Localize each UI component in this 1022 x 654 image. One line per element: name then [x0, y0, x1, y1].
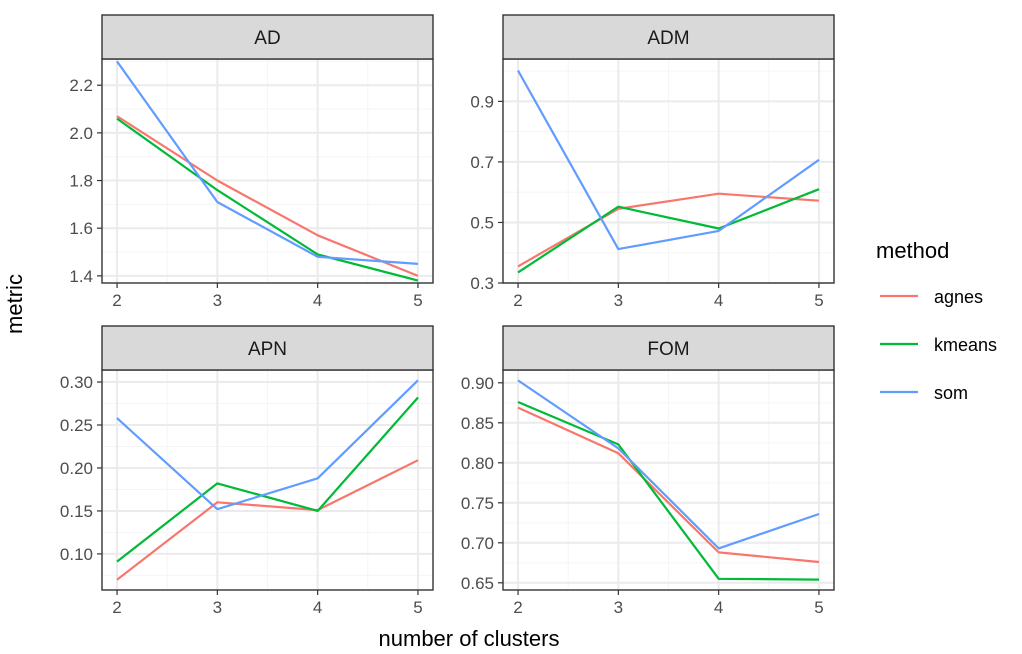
y-tick-label: 2.2 [69, 76, 93, 95]
legend-label-som: som [934, 383, 968, 403]
x-tick-label: 2 [513, 291, 522, 310]
x-tick-label: 2 [112, 291, 121, 310]
facet-panels: AD 1.4 1.6 1.8 2.0 2.2 2 3 4 5 ADM 0.3 0.5 0.7 0.9 2 3 4 5… [60, 14, 835, 617]
y-tick-label: 1.4 [69, 267, 93, 286]
y-tick-label: 0.85 [461, 414, 494, 433]
strip-label: AD [254, 28, 280, 49]
x-tick-label: 4 [714, 291, 723, 310]
y-tick-label: 0.30 [60, 373, 93, 392]
x-tick-label: 3 [614, 291, 623, 310]
x-tick-label: 2 [112, 598, 121, 617]
x-tick-label: 5 [814, 598, 823, 617]
y-tick-label: 0.20 [60, 459, 93, 478]
x-tick-label: 3 [614, 598, 623, 617]
x-tick-label: 5 [413, 291, 422, 310]
gridlines [102, 59, 433, 283]
series-line-kmeans [116, 117, 419, 282]
y-tick-label: 0.15 [60, 502, 93, 521]
x-axis-title: number of clusters [379, 626, 560, 651]
strip-background [502, 325, 835, 371]
y-axis-title: metric [2, 274, 27, 334]
x-tick-label: 4 [313, 598, 322, 617]
strip-background [101, 14, 434, 60]
series-line-agnes [116, 459, 419, 581]
y-tick-label: 0.65 [461, 574, 494, 593]
gridlines [102, 370, 433, 590]
series-line-agnes [116, 115, 419, 277]
y-tick-label: 0.75 [461, 494, 494, 513]
strip-label: APN [248, 339, 287, 360]
x-tick-label: 4 [714, 598, 723, 617]
legend-title: method [876, 238, 949, 263]
strip-background [502, 14, 835, 60]
series-line-kmeans [517, 188, 820, 274]
y-tick-label: 0.25 [60, 416, 93, 435]
series-line-som [517, 69, 820, 251]
series-line-kmeans [517, 400, 820, 581]
legend-label-agnes: agnes [934, 287, 983, 307]
y-tick-label: 0.90 [461, 374, 494, 393]
y-tick-label: 0.3 [470, 274, 494, 293]
x-tick-label: 5 [814, 291, 823, 310]
strip-background [101, 325, 434, 371]
panel-ad: AD 1.4 1.6 1.8 2.0 2.2 2 3 4 5 [69, 14, 434, 310]
y-tick-label: 1.8 [69, 172, 93, 191]
series-line-kmeans [116, 396, 419, 563]
strip-label: ADM [647, 28, 689, 49]
gridlines [503, 370, 834, 590]
series-line-som [116, 60, 419, 265]
y-tick-label: 0.7 [470, 153, 494, 172]
series-line-agnes [517, 192, 820, 268]
series-line-agnes [517, 406, 820, 564]
y-tick-label: 0.9 [470, 92, 494, 111]
x-tick-label: 2 [513, 598, 522, 617]
x-tick-label: 3 [213, 291, 222, 310]
series-line-som [517, 379, 820, 550]
panel-adm: ADM 0.3 0.5 0.7 0.9 2 3 4 5 [470, 14, 835, 310]
panel-fom: FOM 0.65 0.70 0.75 0.80 0.85 0.90 2 3 4 5 [461, 325, 835, 617]
y-tick-label: 0.5 [470, 213, 494, 232]
legend: method agnes kmeans som [876, 238, 997, 403]
y-tick-label: 1.6 [69, 219, 93, 238]
y-tick-label: 0.10 [60, 545, 93, 564]
x-tick-label: 3 [213, 598, 222, 617]
y-tick-label: 0.80 [461, 454, 494, 473]
y-tick-label: 2.0 [69, 124, 93, 143]
x-tick-label: 4 [313, 291, 322, 310]
series-line-som [116, 379, 419, 511]
legend-label-kmeans: kmeans [934, 335, 997, 355]
panel-apn: APN 0.10 0.15 0.20 0.25 0.30 2 3 4 5 [60, 325, 434, 617]
strip-label: FOM [647, 339, 689, 360]
y-tick-label: 0.70 [461, 534, 494, 553]
x-tick-label: 5 [413, 598, 422, 617]
